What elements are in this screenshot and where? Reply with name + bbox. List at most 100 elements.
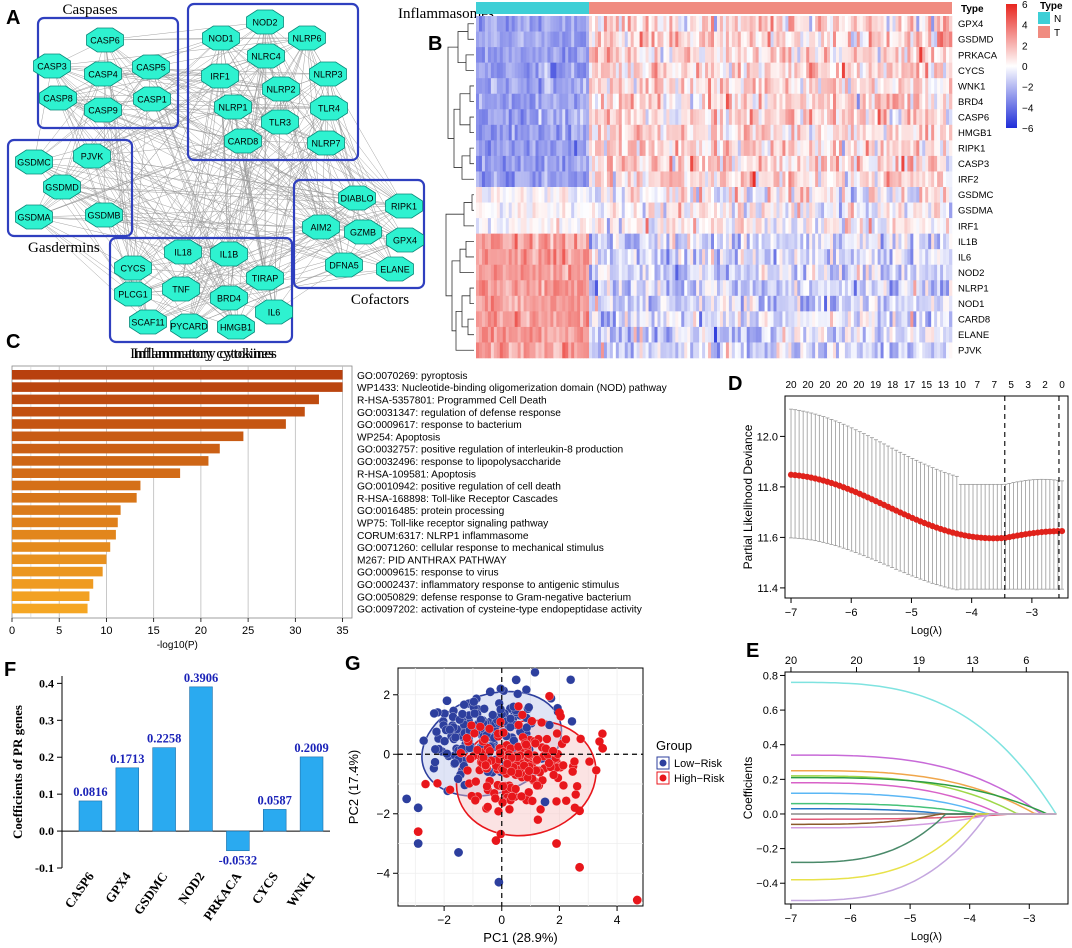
heatmap-cell <box>580 155 584 172</box>
heatmap-cell <box>904 31 908 48</box>
scatter-point <box>551 796 562 806</box>
heatmap-cell <box>734 140 739 157</box>
heatmap-cell <box>779 31 783 48</box>
heatmap-cell <box>776 202 780 219</box>
heatmap-cell <box>806 109 810 126</box>
heatmap-cell <box>895 124 899 141</box>
enrichment-term-label: R-HSA-5357801: Programmed Cell Death <box>357 395 547 406</box>
heatmap-cell <box>586 31 590 48</box>
scatter-point <box>498 728 509 738</box>
heatmap-cell <box>746 311 750 328</box>
heatmap-cell <box>794 109 798 126</box>
heatmap-cell <box>880 47 884 63</box>
heatmap-cell <box>859 124 864 141</box>
heatmap-cell <box>940 342 944 359</box>
heatmap-cell <box>687 171 691 188</box>
heatmap-cell <box>797 47 801 63</box>
heatmap-cell <box>722 16 727 32</box>
heatmap-cell <box>565 62 569 79</box>
heatmap-cell <box>779 295 783 312</box>
enrichment-bar <box>12 554 107 565</box>
heatmap-cell <box>559 31 563 48</box>
heatmap-cell <box>767 16 771 32</box>
heatmap-cell <box>844 280 849 297</box>
heatmap-cell <box>755 311 759 328</box>
heatmap-cell <box>565 342 569 359</box>
heatmap-cell <box>487 171 492 188</box>
heatmap-cell <box>868 187 872 203</box>
heatmap-cell <box>508 140 512 157</box>
heatmap-gene-label: BRD4 <box>958 97 983 108</box>
heatmap-cell <box>660 47 664 63</box>
heatmap-cell <box>577 140 581 157</box>
heatmap-cell <box>949 47 953 63</box>
heatmap-cell <box>568 218 572 234</box>
heatmap-cell <box>672 16 676 32</box>
heatmap-cell <box>478 311 483 328</box>
heatmap-cell <box>758 16 762 32</box>
heatmap-cell <box>892 342 896 359</box>
heatmap-cell <box>496 62 501 79</box>
heatmap-cell <box>862 124 867 141</box>
heatmap-cell <box>841 140 846 157</box>
heatmap-cell <box>916 124 920 141</box>
heatmap-cell <box>612 124 617 141</box>
heatmap-cell <box>568 47 572 63</box>
heatmap-cell <box>568 140 572 157</box>
heatmap-cell <box>678 280 682 297</box>
heatmap-cell <box>580 233 584 250</box>
heatmap-cell <box>559 249 563 266</box>
heatmap-cell <box>657 124 661 141</box>
heatmap-cell <box>621 140 626 157</box>
colorbar-tick-label: 0 <box>1022 62 1028 73</box>
y-tick-label: 0.2 <box>763 774 778 786</box>
heatmap-cell <box>770 202 774 219</box>
heatmap-cell <box>761 249 765 266</box>
heatmap-cell <box>824 311 828 328</box>
heatmap-cell <box>544 249 548 266</box>
heatmap-cell <box>862 62 867 79</box>
heatmap-cell <box>755 31 759 48</box>
heatmap-cell <box>511 233 515 250</box>
heatmap-cell <box>529 78 533 95</box>
heatmap-cell <box>752 171 756 188</box>
heatmap-cell <box>833 280 837 297</box>
heatmap-cell <box>767 264 771 281</box>
heatmap-cell <box>565 187 569 203</box>
heatmap-cell <box>520 187 524 203</box>
heatmap-cell <box>490 249 495 266</box>
heatmap-cell <box>487 202 492 219</box>
heatmap-cell <box>708 171 712 188</box>
heatmap-cell <box>648 171 652 188</box>
heatmap-cell <box>835 62 840 79</box>
heatmap-cell <box>642 249 646 266</box>
heatmap-cell <box>493 218 498 234</box>
heatmap-cell <box>862 233 867 250</box>
heatmap-cell <box>830 326 834 343</box>
heatmap-cell <box>705 342 709 359</box>
heatmap-cell <box>499 109 504 126</box>
heatmap-cell <box>687 93 691 110</box>
heatmap-cell <box>609 295 614 312</box>
heatmap-cell <box>553 202 557 219</box>
heatmap-cell <box>511 326 515 343</box>
heatmap-cell <box>618 249 623 266</box>
heatmap-cell <box>654 249 658 266</box>
heatmap-cell <box>880 140 884 157</box>
heatmap-cell <box>850 16 855 32</box>
heatmap-cell <box>758 280 762 297</box>
heatmap-cell <box>678 326 682 343</box>
heatmap-cell <box>946 342 950 359</box>
heatmap-cell <box>722 295 727 312</box>
heatmap-cell <box>892 155 896 172</box>
heatmap-cell <box>589 31 593 48</box>
heatmap-cell <box>740 295 745 312</box>
heatmap-cell <box>800 280 804 297</box>
heatmap-cell <box>937 31 941 48</box>
heatmap-cell <box>612 171 617 188</box>
heatmap-cell <box>642 218 646 234</box>
heatmap-cell <box>553 171 557 188</box>
heatmap-cell <box>740 140 745 157</box>
heatmap-cell <box>633 155 637 172</box>
heatmap-cell <box>478 342 483 359</box>
